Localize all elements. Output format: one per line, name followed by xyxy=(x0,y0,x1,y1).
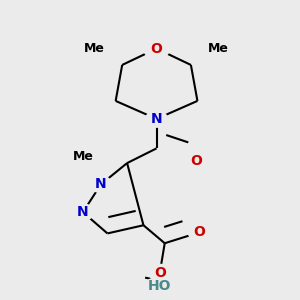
Ellipse shape xyxy=(71,203,94,221)
Text: Me: Me xyxy=(208,42,229,55)
Text: O: O xyxy=(154,266,166,280)
Ellipse shape xyxy=(205,38,232,59)
Ellipse shape xyxy=(89,176,112,193)
Ellipse shape xyxy=(69,146,97,167)
Ellipse shape xyxy=(148,264,171,282)
Text: O: O xyxy=(190,154,202,169)
Text: Me: Me xyxy=(84,42,105,55)
Ellipse shape xyxy=(188,224,211,242)
Text: O: O xyxy=(151,42,163,56)
Ellipse shape xyxy=(184,152,207,170)
Text: N: N xyxy=(151,112,162,126)
Ellipse shape xyxy=(145,110,168,128)
Text: HO: HO xyxy=(148,279,172,293)
Ellipse shape xyxy=(143,277,176,295)
Ellipse shape xyxy=(143,38,170,59)
Ellipse shape xyxy=(81,38,108,59)
Text: N: N xyxy=(77,205,89,219)
Text: O: O xyxy=(193,225,205,239)
Text: Me: Me xyxy=(73,150,93,163)
Text: N: N xyxy=(95,177,107,191)
